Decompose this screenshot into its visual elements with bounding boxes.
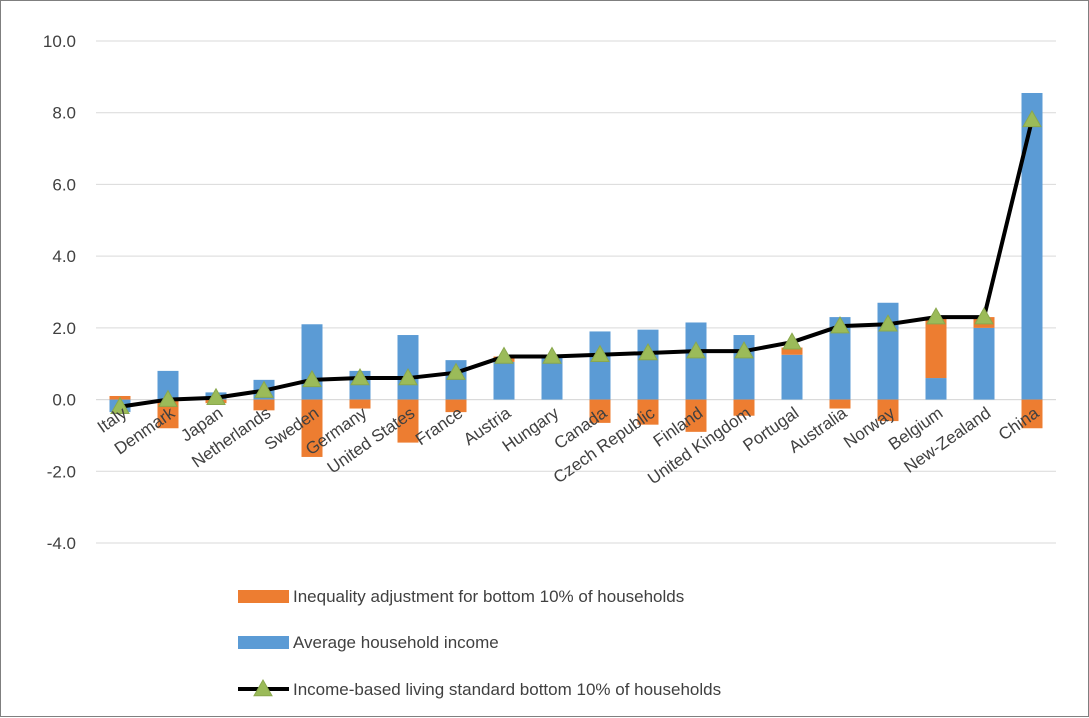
category-label: France <box>412 403 466 449</box>
inequality-bar <box>829 399 851 409</box>
legend-swatch <box>238 636 289 649</box>
living-standard-marker <box>926 307 946 325</box>
living-standard-marker <box>1022 109 1042 128</box>
income-bar <box>157 370 179 400</box>
living-standard-marker <box>158 389 178 407</box>
income-bar <box>541 356 563 400</box>
inequality-bar <box>445 399 467 413</box>
income-bar <box>493 361 515 400</box>
legend-marker-swatch <box>253 678 273 697</box>
income-bar <box>589 331 611 400</box>
living-standard-marker <box>830 316 850 334</box>
marker-layer <box>110 109 1042 414</box>
living-standard-marker <box>446 362 466 380</box>
living-standard-marker <box>254 380 274 398</box>
inequality-bar <box>925 317 947 379</box>
living-standard-marker <box>974 307 994 325</box>
income-bar <box>829 317 851 400</box>
income-bar <box>301 324 323 400</box>
living-standard-marker <box>398 368 418 386</box>
legend-label: Inequality adjustment for bottom 10% of … <box>293 587 684 606</box>
inequality-bar <box>301 399 323 457</box>
living-standard-marker <box>110 396 130 414</box>
legend-swatch <box>238 590 289 603</box>
legend-label: Average household income <box>293 633 499 652</box>
line-layer <box>119 119 1034 409</box>
y-tick-label: 10.0 <box>43 32 76 51</box>
y-tick-label: 4.0 <box>52 247 76 266</box>
inequality-bar <box>733 399 755 416</box>
inequality-bar <box>637 399 659 425</box>
legend-label: Income-based living standard bottom 10% … <box>293 680 721 699</box>
y-tick-label: -4.0 <box>47 534 76 553</box>
living-standard-marker <box>350 368 370 386</box>
y-tick-label: -2.0 <box>47 462 76 481</box>
inequality-bar <box>877 399 899 422</box>
bar-layer <box>109 92 1043 457</box>
inequality-bar <box>253 399 275 411</box>
income-bar <box>973 327 995 400</box>
income-bar <box>685 322 707 400</box>
y-tick-label: 2.0 <box>52 319 76 338</box>
living-standard-marker <box>782 332 802 350</box>
income-bar <box>397 335 419 400</box>
living-standard-marker <box>494 346 514 364</box>
income-bar <box>925 378 947 400</box>
y-tick-label: 8.0 <box>52 104 76 123</box>
y-tick-label: 0.0 <box>52 391 76 410</box>
living-standard-marker <box>734 341 754 359</box>
inequality-bar <box>685 399 707 432</box>
living-standard-marker <box>590 344 610 362</box>
income-bar <box>637 329 659 400</box>
living-standard-marker <box>206 387 226 406</box>
living-standard-marker <box>686 341 706 359</box>
inequality-bar <box>589 399 611 423</box>
living-standard-marker <box>302 369 322 388</box>
inequality-bar <box>781 347 803 355</box>
y-tick-label: 6.0 <box>52 175 76 194</box>
living-standard-marker <box>542 346 562 364</box>
income-bar <box>781 354 803 400</box>
legend: Inequality adjustment for bottom 10% of … <box>238 587 721 699</box>
inequality-bar <box>1021 399 1043 429</box>
income-bar <box>1021 92 1043 400</box>
y-axis-tick-labels: -4.0 -2.0 0.0 2.0 4.0 6.0 8.0 10.0 <box>43 32 76 553</box>
living-standard-line <box>119 119 1034 409</box>
living-standard-marker <box>638 342 658 361</box>
inequality-bar <box>349 399 371 409</box>
living-standard-marker <box>878 314 898 332</box>
inequality-bar <box>397 399 419 443</box>
